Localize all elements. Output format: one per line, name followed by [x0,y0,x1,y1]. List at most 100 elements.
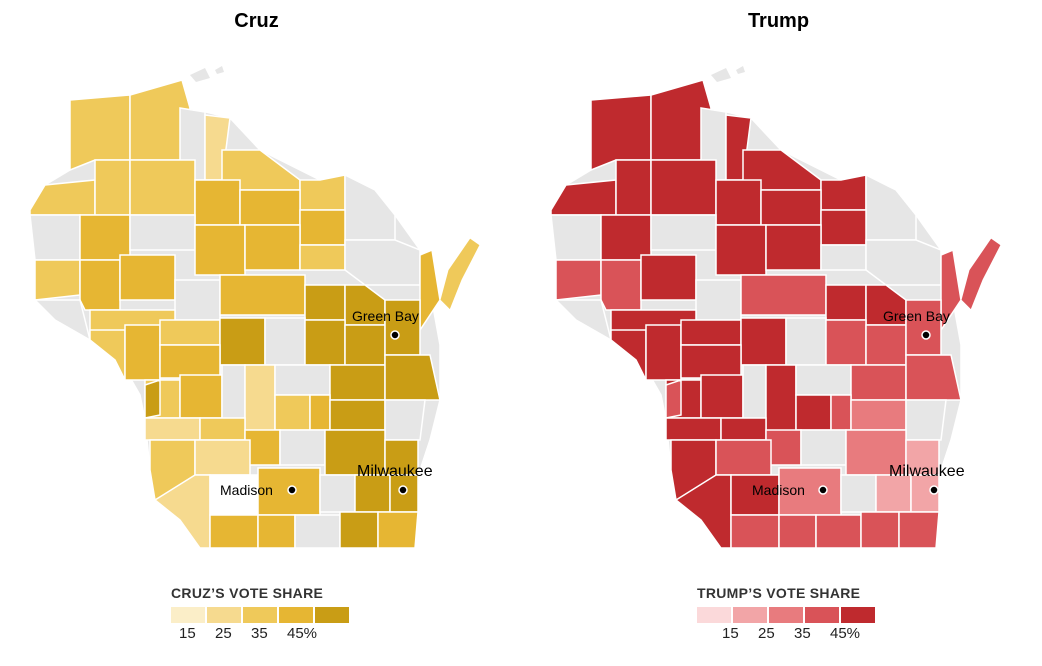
county[interactable] [144,378,161,419]
county[interactable] [29,214,81,261]
county[interactable] [815,514,862,549]
county[interactable] [715,224,767,276]
county[interactable] [119,254,176,301]
county[interactable] [309,394,331,431]
county[interactable] [221,364,246,426]
county[interactable] [600,214,652,261]
county[interactable] [194,179,241,226]
county[interactable] [194,439,251,476]
county[interactable] [209,514,259,549]
county[interactable] [339,511,379,549]
county[interactable] [700,374,744,419]
county[interactable] [34,259,81,301]
county[interactable] [905,354,962,401]
county[interactable] [129,159,196,216]
county[interactable] [555,259,602,301]
county[interactable] [850,399,907,431]
county[interactable] [299,244,346,271]
county[interactable] [377,511,419,549]
county[interactable] [820,244,867,271]
door-peninsula[interactable] [960,237,1002,311]
county[interactable] [865,324,907,366]
county[interactable] [760,189,822,226]
county[interactable] [820,174,867,211]
county[interactable] [384,399,426,441]
county[interactable] [765,224,822,271]
county[interactable] [89,329,126,381]
county[interactable] [304,284,346,321]
county[interactable] [159,344,221,379]
county[interactable] [645,324,682,381]
county[interactable] [219,317,266,366]
county[interactable] [860,511,900,549]
county[interactable] [740,274,827,316]
county[interactable] [610,329,647,381]
county[interactable] [274,394,311,431]
county[interactable] [680,344,742,379]
county[interactable] [665,378,682,419]
county[interactable] [820,209,867,246]
county[interactable] [244,224,301,271]
county[interactable] [304,319,346,366]
county[interactable] [174,279,221,321]
county[interactable] [329,399,386,431]
county[interactable] [244,364,276,436]
county[interactable] [29,179,96,216]
county[interactable] [299,209,346,246]
county[interactable] [600,259,642,311]
county[interactable] [590,94,652,172]
county[interactable] [79,214,131,261]
county[interactable] [615,159,652,216]
county[interactable] [830,394,852,431]
county[interactable] [354,474,391,513]
county[interactable] [865,173,917,241]
county[interactable] [740,317,787,366]
county[interactable] [179,374,223,419]
door-peninsula[interactable] [439,237,481,311]
county[interactable] [344,239,421,286]
county[interactable] [905,399,947,441]
county[interactable] [765,364,797,436]
county[interactable] [294,514,341,549]
county[interactable] [124,324,161,381]
county[interactable] [800,429,847,466]
county[interactable] [219,274,306,316]
county[interactable] [69,94,131,172]
county[interactable] [865,239,942,286]
county[interactable] [730,514,780,549]
county[interactable] [825,284,867,321]
county[interactable] [720,417,767,441]
county[interactable] [640,254,697,301]
county[interactable] [898,511,940,549]
county[interactable] [329,364,386,401]
county[interactable] [344,324,386,366]
county[interactable] [825,319,867,366]
county[interactable] [257,514,296,549]
county[interactable] [665,417,722,441]
county[interactable] [384,354,441,401]
county[interactable] [650,159,717,216]
county[interactable] [299,174,346,211]
county[interactable] [159,319,221,346]
county[interactable] [850,364,907,401]
county[interactable] [33,299,92,342]
county[interactable] [79,259,121,311]
county[interactable] [129,214,196,251]
county[interactable] [550,179,617,216]
county[interactable] [742,364,767,426]
county[interactable] [194,224,246,276]
county[interactable] [274,364,331,396]
county[interactable] [840,474,877,513]
county[interactable] [199,417,246,441]
county[interactable] [778,514,817,549]
county[interactable] [554,299,613,342]
county[interactable] [715,439,772,476]
county[interactable] [279,429,326,466]
county[interactable] [319,474,356,513]
county[interactable] [344,173,396,241]
county[interactable] [264,317,306,366]
county[interactable] [875,474,912,513]
county[interactable] [695,279,742,321]
county[interactable] [94,159,131,216]
county[interactable] [795,394,832,431]
